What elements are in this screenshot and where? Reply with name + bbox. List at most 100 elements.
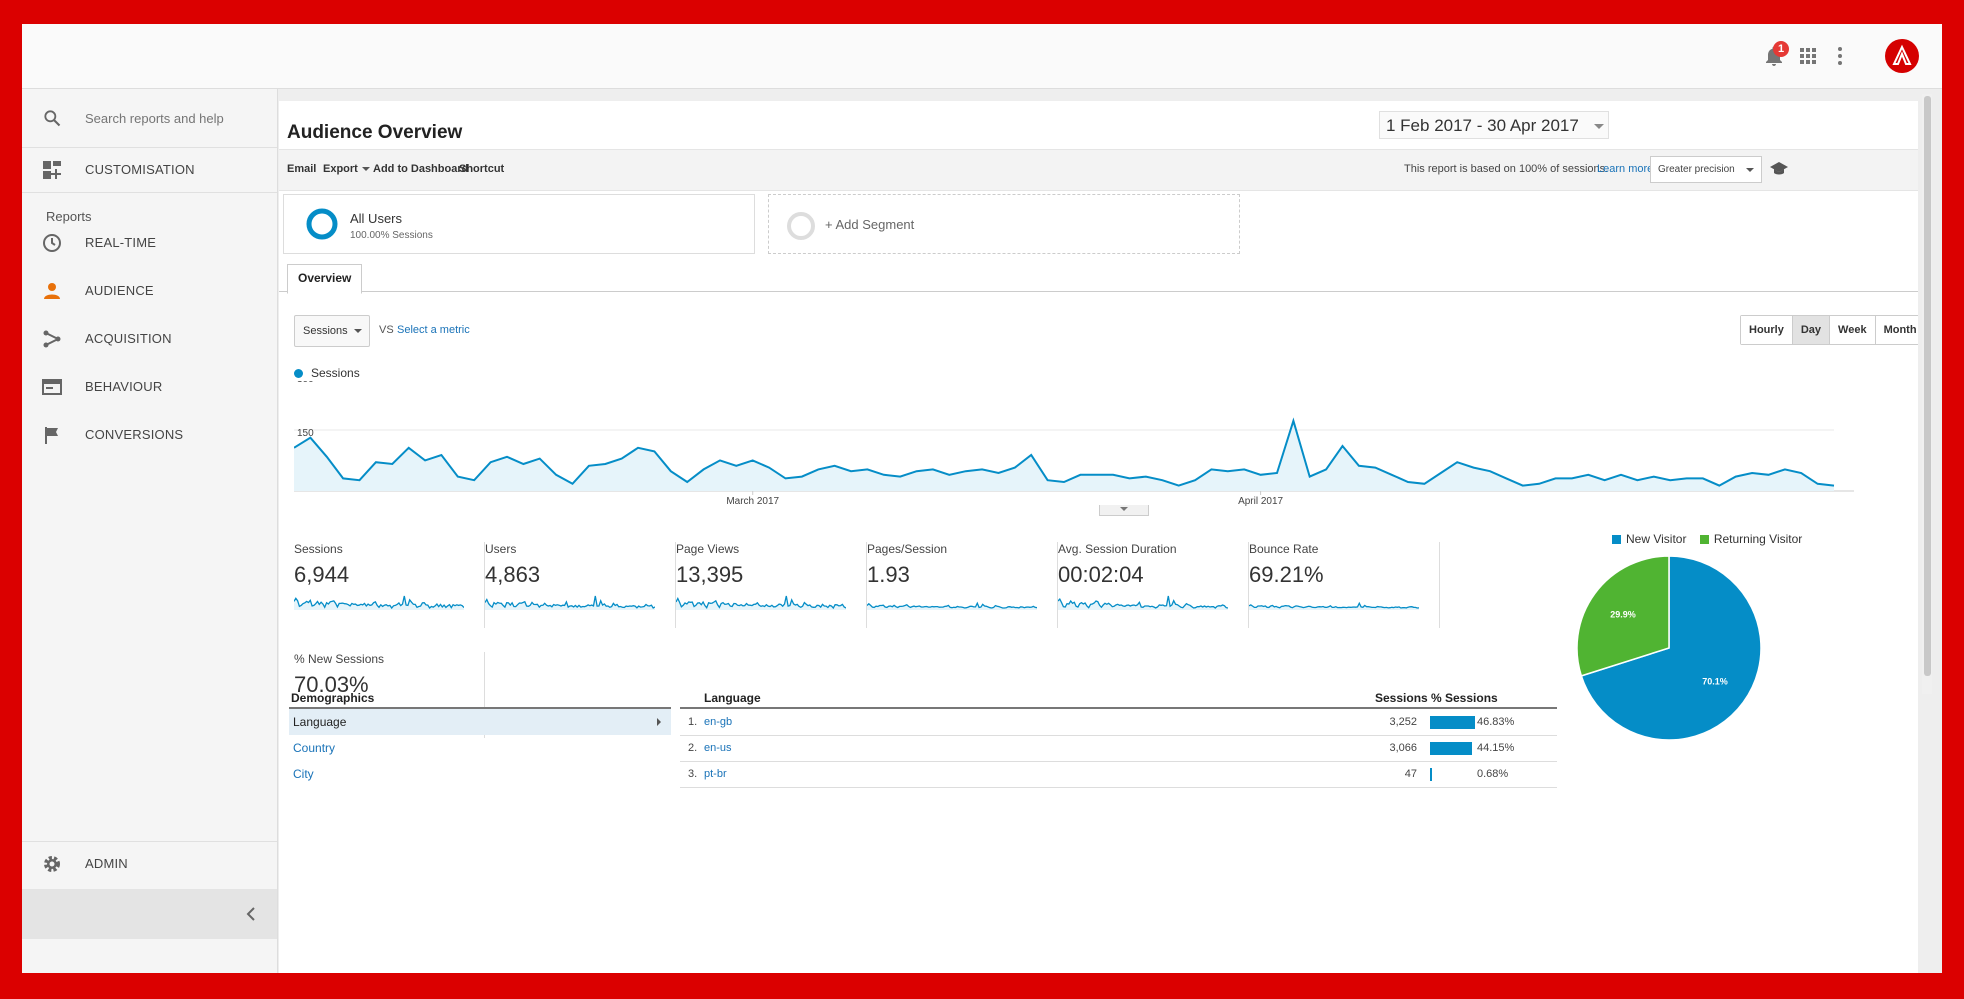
- sidebar-item-label: REAL-TIME: [85, 235, 157, 250]
- reports-section-label: Reports: [46, 209, 92, 224]
- sidebar-item-realtime[interactable]: REAL-TIME: [22, 221, 277, 265]
- table-divider: [680, 707, 1557, 709]
- vs-label: VS: [379, 324, 394, 336]
- metric-value: 69.21%: [1249, 562, 1324, 587]
- chevron-right-icon: [657, 718, 661, 726]
- pct-bar: [1430, 742, 1473, 755]
- language-link[interactable]: pt-br: [704, 768, 727, 780]
- sidebar-item-acquisition[interactable]: ACQUISITION: [22, 317, 277, 361]
- language-link[interactable]: en-us: [704, 742, 732, 754]
- gear-icon: [42, 854, 62, 874]
- search-input[interactable]: [85, 108, 260, 128]
- tab-overview[interactable]: Overview: [287, 264, 363, 294]
- pie-slice: [1576, 555, 1670, 677]
- metric-name: Avg. Session Duration: [1058, 542, 1177, 556]
- metric-name: Users: [485, 542, 517, 556]
- add-to-dashboard-button[interactable]: Add to Dashboard: [373, 163, 469, 175]
- graduation-cap-icon[interactable]: [1769, 160, 1789, 183]
- sidebar-item-audience[interactable]: AUDIENCE: [22, 269, 277, 313]
- sparkline-area: [485, 596, 655, 610]
- week-button[interactable]: Week: [1830, 316, 1876, 344]
- metric-pages-per-session[interactable]: Pages/Session 1.93: [867, 542, 1058, 628]
- sessions-value: 3,252: [1389, 716, 1417, 728]
- table-row: 2. en-us 3,066 44.15%: [680, 735, 1557, 762]
- pie-legend: New Visitor Returning Visitor: [1612, 532, 1802, 546]
- demographics-item-city[interactable]: City: [293, 767, 314, 781]
- caret-down-icon: [361, 167, 370, 172]
- sessions-value: 3,066: [1389, 742, 1417, 754]
- language-link[interactable]: en-gb: [704, 716, 733, 728]
- legend-label-new: New Visitor: [1626, 532, 1687, 546]
- flag-icon: [42, 425, 62, 445]
- metric-name: Bounce Rate: [1249, 542, 1319, 556]
- more-vert-icon[interactable]: [1828, 44, 1852, 68]
- metric-select[interactable]: Sessions: [294, 315, 370, 347]
- scrollbar-thumb[interactable]: [1924, 96, 1931, 676]
- sidebar-item-label: CONVERSIONS: [85, 427, 184, 442]
- sidebar-item-behaviour[interactable]: BEHAVIOUR: [22, 365, 277, 409]
- sidebar-item-customisation[interactable]: CUSTOMISATION: [22, 148, 277, 193]
- x-tick-label: March 2017: [726, 496, 779, 506]
- demographics-item-label: Language: [293, 715, 347, 729]
- sidebar-item-label: ADMIN: [85, 856, 128, 871]
- demographics-item-language[interactable]: Language: [289, 709, 671, 735]
- metric-sparkline: [294, 595, 464, 610]
- metric-page-views[interactable]: Page Views 13,395: [676, 542, 867, 628]
- y-tick-label: 150: [297, 428, 314, 439]
- add-segment-button[interactable]: + Add Segment: [768, 194, 1240, 254]
- chart-expand-handle[interactable]: [1099, 505, 1149, 516]
- precision-select[interactable]: Greater precision: [1650, 156, 1762, 183]
- month-button[interactable]: Month: [1875, 316, 1918, 344]
- learn-more-link[interactable]: Learn more: [1597, 163, 1654, 175]
- caret-down-icon: [1746, 168, 1754, 172]
- tab-divider: [279, 291, 1918, 292]
- pct-bar: [1430, 768, 1432, 781]
- apps-grid-icon[interactable]: [1796, 44, 1820, 68]
- account-avatar[interactable]: [1885, 39, 1919, 73]
- demographics-title: Demographics: [291, 691, 375, 705]
- add-segment-label: + Add Segment: [825, 217, 915, 232]
- metric-sparkline: [1249, 601, 1419, 610]
- date-range-text: 1 Feb 2017 - 30 Apr 2017: [1386, 116, 1579, 135]
- sidebar: CUSTOMISATION Reports REAL-TIME AUDIENCE…: [22, 89, 278, 973]
- sidebar-item-conversions[interactable]: CONVERSIONS: [22, 413, 277, 457]
- metric-value: 4,863: [485, 562, 541, 587]
- demographics-item-country[interactable]: Country: [293, 741, 336, 755]
- granularity-toggle: Hourly Day Week Month: [1740, 315, 1918, 345]
- segment-all-users[interactable]: All Users 100.00% Sessions: [283, 194, 755, 254]
- row-number: 2.: [688, 742, 698, 754]
- export-button[interactable]: Export: [323, 163, 370, 175]
- collapse-sidebar-button[interactable]: [22, 889, 277, 939]
- export-label: Export: [323, 163, 358, 175]
- person-icon: [42, 281, 62, 301]
- page-title: Audience Overview: [287, 122, 463, 143]
- date-range-picker[interactable]: 1 Feb 2017 - 30 Apr 2017: [1379, 111, 1609, 139]
- metric-name: Page Views: [676, 542, 740, 556]
- select-metric-link[interactable]: Select a metric: [397, 324, 470, 336]
- sparkline-area: [676, 596, 846, 610]
- shortcut-button[interactable]: Shortcut: [459, 163, 505, 175]
- metric-sparkline: [1058, 595, 1228, 610]
- sparkline-path: [676, 595, 846, 610]
- demographics-divider: [289, 707, 671, 709]
- admin-section: ADMIN: [22, 841, 277, 872]
- hourly-button[interactable]: Hourly: [1741, 316, 1793, 344]
- metric-avg-session-duration[interactable]: Avg. Session Duration 00:02:04: [1058, 542, 1249, 628]
- metric-new-sessions[interactable]: % New Sessions 70.03%: [294, 652, 485, 738]
- sessions-line-chart: 300 150 March 2017 April 2017: [294, 381, 1854, 506]
- sampling-note: This report is based on 100% of sessions…: [1404, 163, 1609, 175]
- metric-sessions[interactable]: Sessions 6,944: [294, 542, 485, 628]
- table-row: 3. pt-br 47 0.68%: [680, 761, 1557, 788]
- legend-label: Sessions: [311, 366, 360, 380]
- chart-legend: Sessions: [294, 366, 360, 380]
- email-button[interactable]: Email: [287, 163, 317, 175]
- metric-name: Pages/Session: [867, 542, 948, 556]
- metric-users[interactable]: Users 4,863: [485, 542, 676, 628]
- metric-value: 00:02:04: [1058, 562, 1144, 587]
- sidebar-item-admin[interactable]: ADMIN: [22, 842, 277, 886]
- sidebar-item-label: CUSTOMISATION: [85, 162, 195, 177]
- sidebar-item-label: BEHAVIOUR: [85, 379, 163, 394]
- metric-bounce-rate[interactable]: Bounce Rate 69.21%: [1249, 542, 1440, 628]
- day-button[interactable]: Day: [1792, 316, 1831, 344]
- segment-name: All Users: [350, 211, 403, 226]
